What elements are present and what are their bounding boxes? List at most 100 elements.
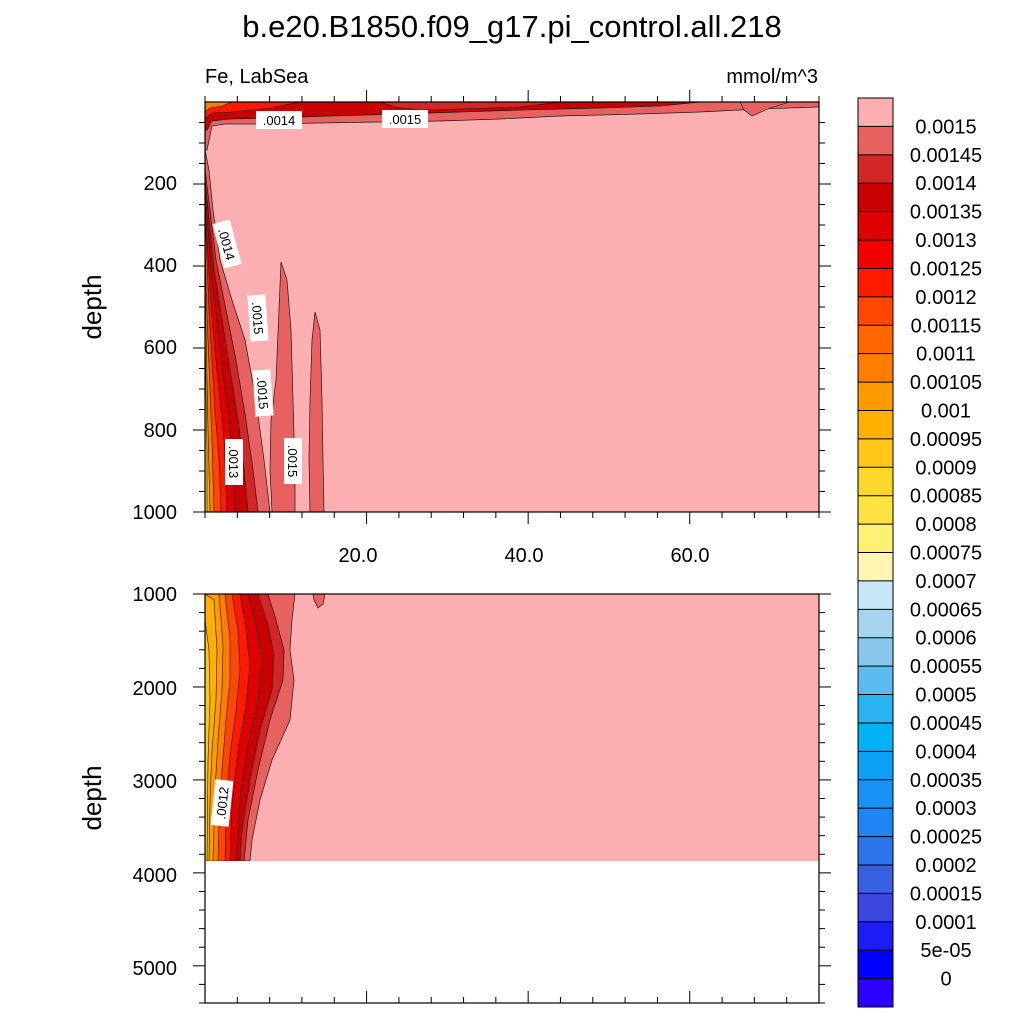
colorbar-label: 0.00125 (910, 258, 982, 280)
colorbar-swatch (858, 580, 893, 610)
colorbar-swatch (858, 779, 893, 809)
colorbar-swatch (858, 325, 893, 355)
upper-y-tick-label: 800 (144, 420, 177, 442)
colorbar-swatch (858, 240, 893, 269)
svg-text:.0015: .0015 (249, 301, 266, 335)
colorbar-swatch (858, 98, 893, 127)
colorbar-label: 0.00085 (910, 486, 982, 508)
contour-label: .0015 (382, 110, 428, 128)
chart-title: b.e20.B1850.f09_g17.pi_control.all.218 (242, 9, 782, 44)
colorbar-label: 0.001 (921, 400, 971, 422)
lower-y-axis-label: depth (77, 765, 107, 830)
svg-text:.0015: .0015 (285, 445, 300, 478)
colorbar-label: 0.00045 (910, 713, 982, 735)
colorbar-swatch (858, 978, 893, 1008)
colorbar-swatch (858, 666, 893, 695)
upper-panel: 200 400 600 800 1000 20.0 40.0 60.0 dept… (77, 90, 831, 567)
upper-y-tick-label: 200 (144, 173, 177, 195)
colorbar-frame (857, 97, 894, 1008)
variable-region-label: Fe, LabSea (205, 66, 309, 88)
contour-label: .0013 (225, 439, 243, 485)
colorbar-swatch (858, 921, 893, 951)
colorbar-label: 0.00025 (910, 827, 982, 849)
svg-text:.0015: .0015 (254, 376, 271, 410)
contour-label: .0012 (210, 779, 234, 827)
colorbar-label: 0.00065 (910, 599, 982, 621)
colorbar-swatch (858, 836, 893, 866)
colorbar-label: 0.0002 (915, 855, 976, 877)
colorbar-swatch (858, 893, 893, 923)
colorbar-label: 0.00035 (910, 770, 982, 792)
upper-contour-fill (205, 102, 819, 512)
colorbar-swatch (858, 438, 893, 468)
colorbar-label: 0.0014 (915, 173, 976, 195)
colorbar-label: 0.0005 (915, 685, 976, 707)
lower-tick-marks (193, 593, 831, 1004)
colorbar-label: 0.0006 (915, 628, 976, 650)
units-label: mmol/m^3 (726, 66, 818, 88)
colorbar-swatch (858, 751, 893, 781)
colorbar-label: 0.0012 (915, 287, 976, 309)
colorbar-swatch (858, 495, 893, 525)
lower-panel: 1000 2000 3000 4000 5000 depth .0012 (77, 584, 831, 1004)
colorbar-label: 0.0015 (915, 116, 976, 138)
colorbar-swatch (858, 552, 893, 582)
colorbar-label: 0.00145 (910, 145, 982, 167)
lower-y-tick-labels: 1000 2000 3000 4000 5000 (133, 584, 178, 980)
contour-label: .0014 (212, 219, 242, 269)
colorbar-label: 0.00105 (910, 372, 982, 394)
upper-x-tick-labels: 20.0 40.0 60.0 (339, 545, 710, 567)
colorbar-swatch (858, 950, 893, 979)
colorbar-swatch (858, 154, 893, 184)
lower-y-tick-label: 4000 (133, 865, 178, 887)
upper-y-tick-label: 400 (144, 255, 177, 277)
colorbar-label: 0.00015 (910, 883, 982, 905)
colorbar-label: 0.00135 (910, 202, 982, 224)
lower-y-tick-label: 2000 (133, 678, 178, 700)
colorbar-swatch (858, 410, 893, 440)
colorbar-label: 0.0008 (915, 514, 976, 536)
upper-y-tick-label: 600 (144, 337, 177, 359)
colorbar-label: 0.00115 (911, 315, 982, 337)
colorbar-swatch (858, 722, 893, 752)
colorbar-label: 0.0001 (915, 912, 976, 934)
contour-label: .0015 (284, 438, 302, 484)
colorbar-label: 0.0007 (915, 571, 976, 593)
svg-text:.0015: .0015 (389, 112, 422, 127)
contour-label: .0015 (252, 369, 274, 417)
colorbar-swatch (858, 524, 893, 553)
colorbar-swatch (858, 126, 893, 156)
lower-y-tick-label: 3000 (133, 771, 178, 793)
colorbar-label: 0.0004 (915, 741, 976, 763)
upper-y-axis-label: depth (77, 274, 107, 339)
colorbar-swatch (858, 382, 893, 411)
colorbar-label: 0.0003 (915, 798, 976, 820)
colorbar-swatch (858, 467, 893, 497)
colorbar-swatch (858, 637, 893, 667)
colorbar-swatch (858, 609, 893, 639)
colorbar-swatch (858, 694, 893, 724)
colorbar (857, 97, 894, 1008)
svg-text:.0014: .0014 (263, 113, 296, 128)
upper-y-tick-label: 1000 (133, 502, 178, 524)
colorbar-swatch (858, 268, 893, 298)
colorbar-label: 0.0009 (915, 457, 976, 479)
colorbar-swatch (858, 211, 893, 241)
colorbar-label: 0.00075 (910, 543, 982, 565)
colorbar-label: 0.0011 (916, 344, 976, 366)
colorbar-labels: 0.0015 0.00145 0.0014 0.00135 0.0013 0.00125 0… (910, 116, 982, 990)
colorbar-swatch (858, 183, 893, 213)
x-tick-label: 60.0 (671, 545, 710, 567)
svg-text:.0012: .0012 (213, 786, 231, 820)
colorbar-label: 0 (940, 969, 951, 991)
svg-text:.0013: .0013 (226, 446, 241, 479)
colorbar-swatch (858, 864, 893, 894)
lower-contour-fill (205, 594, 819, 861)
colorbar-swatch (858, 296, 893, 326)
contour-label: .0014 (256, 111, 302, 129)
colorbar-label: 5e-05 (920, 940, 971, 962)
colorbar-label: 0.00055 (910, 656, 982, 678)
colorbar-label: 0.00095 (910, 429, 982, 451)
colorbar-swatch (858, 353, 893, 383)
